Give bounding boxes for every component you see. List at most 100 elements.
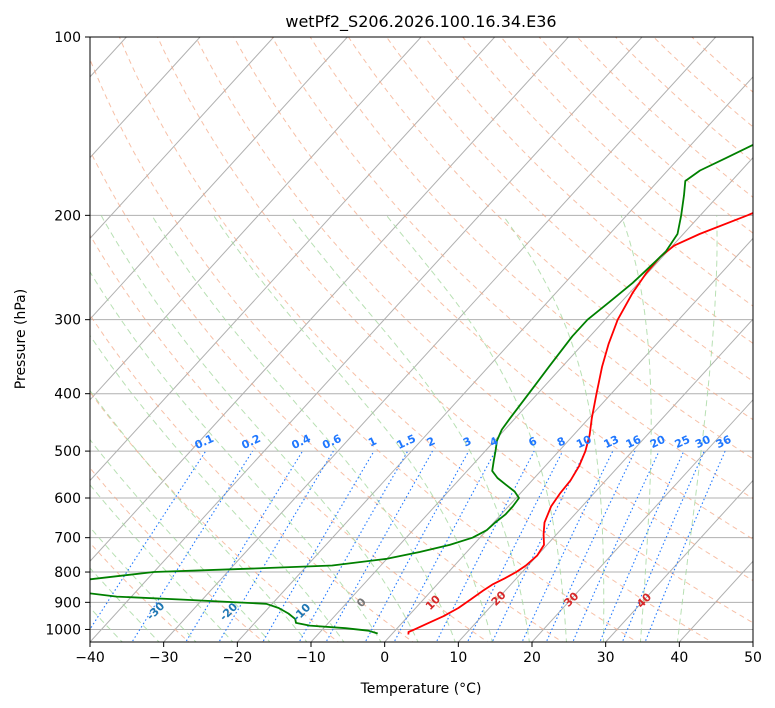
mixing-ratio-label: 1: [366, 434, 378, 449]
y-tick-label: 1000: [45, 622, 81, 638]
line-labels: 0.10.20.40.611.52346810131620253036-100-…: [0, 432, 734, 624]
mixing-ratio-line: [621, 450, 705, 642]
dry-adiabat-line: [90, 149, 564, 642]
x-tick-label: 10: [449, 650, 467, 666]
sounding-profiles: [90, 143, 753, 635]
dry-adiabat-label: -50: [0, 598, 22, 621]
y-tick-label: 200: [54, 208, 81, 224]
isotherm-line: [531, 399, 753, 642]
y-tick-label: 700: [54, 531, 81, 547]
isotherm-line: [310, 156, 753, 642]
y-tick-label: 600: [54, 491, 81, 507]
x-tick-label: −20: [223, 650, 253, 666]
dry-adiabat-line: [90, 313, 414, 642]
mixing-ratio-label: 1.5: [395, 432, 418, 452]
dry-adiabat-line: [90, 234, 489, 642]
mixing-ratio-line: [218, 450, 334, 642]
dry-adiabat-label: 10: [423, 592, 443, 612]
mixing-ratio-line: [131, 450, 254, 642]
dry-adiabat-label: -10: [290, 601, 313, 624]
mixing-ratio-line: [90, 450, 207, 631]
x-tick-label: −40: [75, 650, 105, 666]
mixing-ratio-label: 30: [693, 433, 713, 451]
isotherm-line: [605, 479, 753, 642]
dry-adiabat-line: [271, 37, 753, 500]
y-tick-label: 800: [54, 565, 81, 581]
mixing-ratio-label: 6: [526, 434, 539, 449]
x-axis: −40 −30 −20 −10 0 10 20 30 40 50: [75, 642, 762, 666]
mixing-ratio-line: [545, 450, 636, 642]
x-tick-label: 0: [380, 650, 389, 666]
isotherm-line: [236, 76, 753, 642]
dry-adiabat-line: [424, 37, 753, 344]
dry-adiabat-line: [157, 37, 753, 624]
dry-adiabat-line: [90, 391, 340, 642]
isotherm-line: [90, 37, 275, 240]
mixing-ratio-label: 16: [624, 433, 644, 451]
mixing-ratio-line: [435, 450, 535, 642]
moist-adiabat-line: [90, 334, 345, 642]
mixing-ratio-label: 10: [574, 433, 594, 451]
x-tick-label: −30: [149, 650, 179, 666]
isotherm-line: [90, 37, 422, 401]
mixing-ratio-line: [599, 450, 685, 642]
dry-adiabat-line: [691, 37, 753, 93]
mixing-ratio-label: 2: [425, 434, 437, 449]
mixing-ratio-line: [364, 450, 470, 642]
x-tick-label: 20: [523, 650, 541, 666]
dry-adiabat-label: -20: [217, 600, 240, 623]
x-tick-label: 40: [670, 650, 688, 666]
moist-adiabat-line: [90, 526, 197, 642]
isotherm-line: [90, 37, 201, 159]
mixing-ratio-line: [262, 450, 375, 642]
isotherm-line: [384, 237, 753, 642]
dry-adiabat-line: [90, 58, 638, 642]
moist-adiabat-line: [90, 271, 382, 642]
moist-adiabat-line: [90, 567, 160, 642]
moist-adiabat-line: [502, 215, 605, 642]
isotherm-line: [457, 318, 753, 642]
adiabat-lines: [90, 37, 753, 642]
y-tick-label: 400: [54, 387, 81, 403]
isotherm-line: [90, 37, 496, 482]
isotherm-line: [752, 641, 753, 642]
mixing-ratio-label: 13: [602, 433, 621, 451]
chart-title: wetPf2_S206.2026.100.16.34.E36: [285, 12, 556, 32]
moist-adiabat-line: [620, 215, 652, 642]
dry-adiabat-line: [538, 37, 753, 234]
y-axis: 1000 900 800 700 600 500 400 300 200 100: [45, 30, 90, 638]
moist-adiabat-line: [676, 215, 718, 642]
mixing-ratio-label: 20: [648, 433, 668, 451]
temperature-profile-line: [407, 212, 753, 635]
x-tick-label: 50: [744, 650, 762, 666]
moist-adiabat-line: [90, 484, 234, 642]
grid-lines: [90, 37, 753, 642]
mixing-ratio-line: [521, 450, 614, 642]
mixing-ratio-label: 0.2: [240, 432, 263, 452]
moist-adiabat-line: [90, 438, 271, 642]
mixing-ratio-label: 8: [555, 434, 567, 449]
dry-adiabat-line: [195, 37, 753, 582]
dry-adiabat-line: [347, 37, 753, 421]
moist-adiabat-line: [289, 214, 530, 642]
moist-adiabat-line: [151, 215, 456, 642]
isotherm-line: [678, 560, 753, 642]
isotherm-line: [90, 37, 569, 563]
dry-adiabat-line: [118, 37, 713, 642]
moist-adiabat-line: [100, 215, 419, 642]
dry-adiabat-line: [385, 37, 753, 382]
mixing-ratio-line: [644, 450, 726, 642]
dry-adiabat-line: [462, 37, 753, 307]
mixing-ratio-line: [298, 450, 409, 642]
dry-adiabat-line: [500, 37, 753, 271]
moist-adiabat-line: [90, 389, 308, 642]
mixing-ratio-line: [185, 450, 304, 642]
x-axis-title: Temperature (°C): [360, 681, 482, 697]
x-tick-label: 30: [597, 650, 615, 666]
dry-adiabat-line: [576, 37, 753, 198]
dry-adiabat-line: [233, 37, 753, 540]
mixing-ratio-line: [466, 450, 564, 642]
y-tick-label: 100: [54, 30, 81, 46]
moist-adiabat-line: [212, 215, 493, 642]
